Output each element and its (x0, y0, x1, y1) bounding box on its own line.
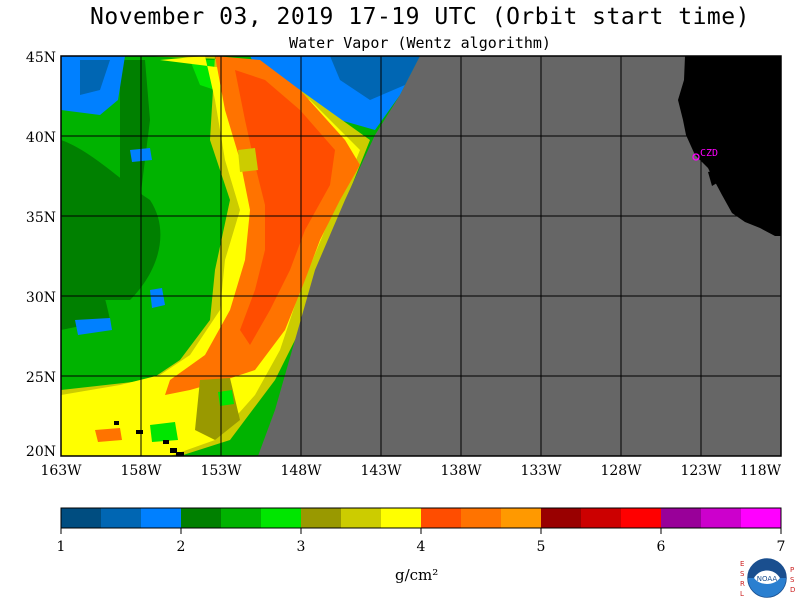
colorbar-tick-label: 1 (57, 539, 66, 555)
colorbar-swatch (61, 508, 102, 528)
colorbar-tick-label: 6 (657, 539, 666, 555)
colorbar-swatch (261, 508, 302, 528)
vapor-island-1 (238, 148, 258, 172)
vapor-band-dark-green-3 (61, 220, 110, 330)
colorbar-swatch (101, 508, 142, 528)
lat-label: 30N (26, 290, 56, 306)
svg-text:NOAA: NOAA (757, 575, 778, 583)
map-grid (61, 56, 781, 456)
noaa-logo-icon: NOAA E S R L P S D (740, 558, 795, 598)
lat-label: 40N (26, 130, 56, 146)
colorbar-swatch (301, 508, 342, 528)
vapor-core-red-orange (235, 70, 335, 345)
logo-letter: E (740, 560, 744, 568)
lon-label: 118W (740, 463, 782, 479)
lon-label: 133W (520, 463, 562, 479)
logo-letter: P (790, 566, 794, 574)
colorbar-tick-label: 4 (417, 539, 426, 555)
vapor-blue-patch-2 (80, 60, 110, 95)
map-subtitle: Water Vapor (Wentz algorithm) (289, 34, 551, 52)
lon-label: 143W (360, 463, 402, 479)
station-label: CZD (700, 148, 718, 159)
colorbar-swatch (741, 508, 782, 528)
land-mass (678, 56, 781, 236)
lon-label: 163W (40, 463, 82, 479)
colorbar-tick-label: 5 (537, 539, 546, 555)
colorbar-swatch (141, 508, 182, 528)
colorbar-swatch (461, 508, 502, 528)
colorbar-swatch (621, 508, 662, 528)
lat-label: 25N (26, 370, 56, 386)
hawaii-islands (114, 421, 184, 456)
lon-label: 128W (600, 463, 642, 479)
colorbar (60, 507, 782, 529)
colorbar-swatch (181, 508, 222, 528)
no-data-region (258, 56, 781, 456)
longitude-labels: 163W 158W 153W 148W 143W 138W 133W 128W … (40, 463, 781, 479)
lon-label: 153W (200, 463, 242, 479)
station-dot (692, 153, 700, 161)
vapor-green-speck-2 (150, 422, 178, 442)
colorbar-tick-label: 3 (297, 539, 306, 555)
colorbar-ticks: 1 2 3 4 5 6 7 (57, 528, 786, 555)
colorbar-tick-label: 7 (777, 539, 786, 555)
colorbar-swatch (661, 508, 702, 528)
vapor-orange-speck-1 (95, 428, 122, 442)
colorbar-swatch (381, 508, 422, 528)
logo-letter: L (740, 590, 744, 598)
vapor-blue-patch-4 (330, 56, 420, 100)
vapor-green-speck (218, 390, 234, 406)
colorbar-tick-label: 2 (177, 539, 186, 555)
lon-label: 138W (440, 463, 482, 479)
logo-letter: S (790, 576, 795, 584)
vapor-blue-patch-5 (75, 318, 112, 335)
colorbar-swatch (421, 508, 462, 528)
colorbar-unit-label: g/cm² (395, 566, 439, 584)
vapor-blue-patch-6 (150, 288, 165, 308)
colorbar-swatch (501, 508, 542, 528)
lat-label: 45N (26, 50, 56, 66)
logo-letter: R (740, 580, 745, 588)
colorbar-swatch (221, 508, 262, 528)
map-field (61, 56, 781, 456)
logo-letter: D (790, 586, 795, 594)
lat-label: 20N (26, 444, 56, 460)
lon-label: 158W (120, 463, 162, 479)
land-bay-piece (708, 170, 722, 186)
map-title: November 03, 2019 17-19 UTC (Orbit start… (90, 4, 750, 30)
noaa-esrl-logo: NOAA E S R L P S D (736, 556, 798, 600)
lon-label: 123W (680, 463, 722, 479)
colorbar-swatch (701, 508, 742, 528)
vapor-band-dark-green-2 (120, 60, 150, 210)
map-frame (60, 55, 782, 457)
colorbar-swatch (541, 508, 582, 528)
latitude-labels: 45N 40N 35N 30N 25N 20N (26, 50, 56, 460)
logo-letter: S (740, 570, 745, 578)
lat-label: 35N (26, 210, 56, 226)
colorbar-swatch (581, 508, 622, 528)
station-marker-czd: CZD (692, 148, 718, 161)
colorbar-swatch (341, 508, 382, 528)
lon-label: 148W (280, 463, 322, 479)
